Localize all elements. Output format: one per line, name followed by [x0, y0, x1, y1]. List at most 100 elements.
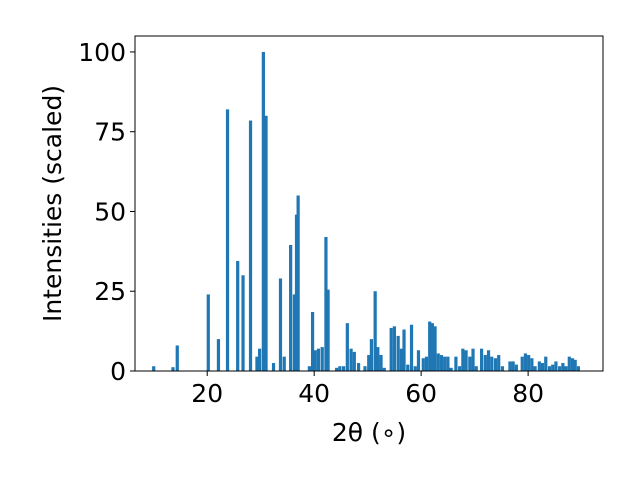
x-tick-label: 20: [191, 379, 223, 408]
bar: [409, 324, 414, 371]
bar: [392, 326, 397, 371]
bar: [540, 363, 545, 371]
bar: [338, 366, 342, 371]
bar: [436, 353, 440, 371]
bar: [402, 329, 406, 371]
bar: [282, 356, 286, 371]
bar: [561, 363, 565, 371]
bar: [454, 356, 458, 371]
bar: [523, 353, 528, 371]
bar: [236, 260, 240, 371]
bar-series: [152, 51, 581, 371]
bar: [373, 291, 377, 371]
y-tick-label: 0: [110, 357, 126, 386]
bar: [278, 278, 283, 371]
y-axis-label: Intensities (scaled): [38, 85, 67, 322]
y-tick-label: 25: [94, 277, 126, 306]
bar: [352, 351, 356, 371]
bar: [382, 367, 386, 371]
bar: [483, 355, 487, 371]
bar: [500, 366, 505, 371]
bar: [520, 356, 524, 371]
y-tick-label: 100: [78, 38, 126, 67]
bar: [225, 109, 230, 371]
bar: [558, 366, 562, 371]
bar: [570, 358, 575, 371]
plot-frame: [134, 35, 604, 372]
bar: [396, 335, 400, 371]
bar: [320, 347, 324, 371]
bar: [551, 364, 555, 371]
bar: [464, 350, 468, 371]
bar: [367, 355, 371, 371]
y-axis-ticks: 0 25 50 75 100: [78, 38, 135, 386]
bar: [443, 356, 447, 371]
bar: [316, 348, 321, 371]
x-axis-label: 2θ (∘): [332, 418, 406, 447]
bar: [554, 361, 558, 371]
bar: [573, 359, 577, 371]
bar: [152, 366, 156, 371]
bar: [255, 356, 259, 371]
bar: [376, 347, 380, 371]
bar: [421, 358, 425, 371]
bar: [379, 355, 383, 371]
bar: [564, 366, 568, 371]
bar: [241, 275, 245, 371]
bar: [474, 366, 478, 371]
bar: [271, 363, 276, 371]
bar: [508, 361, 512, 371]
bar: [406, 364, 410, 371]
bar: [335, 367, 339, 371]
bar: [292, 294, 296, 371]
x-tick-label: 60: [405, 379, 437, 408]
x-axis-ticks: 20 40 60 80: [191, 371, 544, 408]
bar: [567, 356, 571, 371]
bar: [461, 348, 465, 371]
bar: [258, 348, 262, 371]
bar: [369, 339, 374, 371]
bar: [349, 348, 353, 371]
bar: [216, 339, 221, 371]
bar: [363, 366, 367, 371]
bar: [296, 195, 300, 371]
bar: [468, 356, 472, 371]
bar: [313, 350, 317, 371]
bar: [345, 323, 349, 371]
bar: [310, 311, 315, 371]
bar: [389, 327, 393, 371]
bar: [439, 355, 444, 371]
bar: [248, 120, 253, 371]
bar: [289, 244, 293, 371]
bar: [424, 356, 429, 371]
bar: [399, 348, 403, 371]
bar: [261, 51, 265, 371]
bar: [537, 361, 541, 371]
bar: [175, 345, 179, 371]
bar: [514, 364, 518, 371]
bar: [458, 366, 462, 371]
bar: [356, 363, 361, 371]
bar: [430, 323, 434, 371]
y-tick-label: 75: [94, 118, 126, 147]
bar: [533, 366, 537, 371]
bar: [530, 358, 534, 371]
bar: [493, 358, 498, 371]
bar: [206, 294, 210, 371]
bar: [471, 348, 475, 371]
bar: [511, 361, 515, 371]
bar: [428, 321, 432, 371]
bar: [446, 356, 450, 371]
bar: [307, 366, 311, 371]
bar: [324, 237, 328, 371]
bar: [413, 366, 417, 371]
bar: [576, 366, 581, 371]
bar: [547, 366, 552, 371]
x-tick-label: 40: [298, 379, 330, 408]
bar: [544, 356, 548, 371]
bar: [527, 355, 531, 371]
bar: [416, 350, 421, 371]
bar: [479, 348, 484, 371]
bar: [433, 326, 437, 371]
